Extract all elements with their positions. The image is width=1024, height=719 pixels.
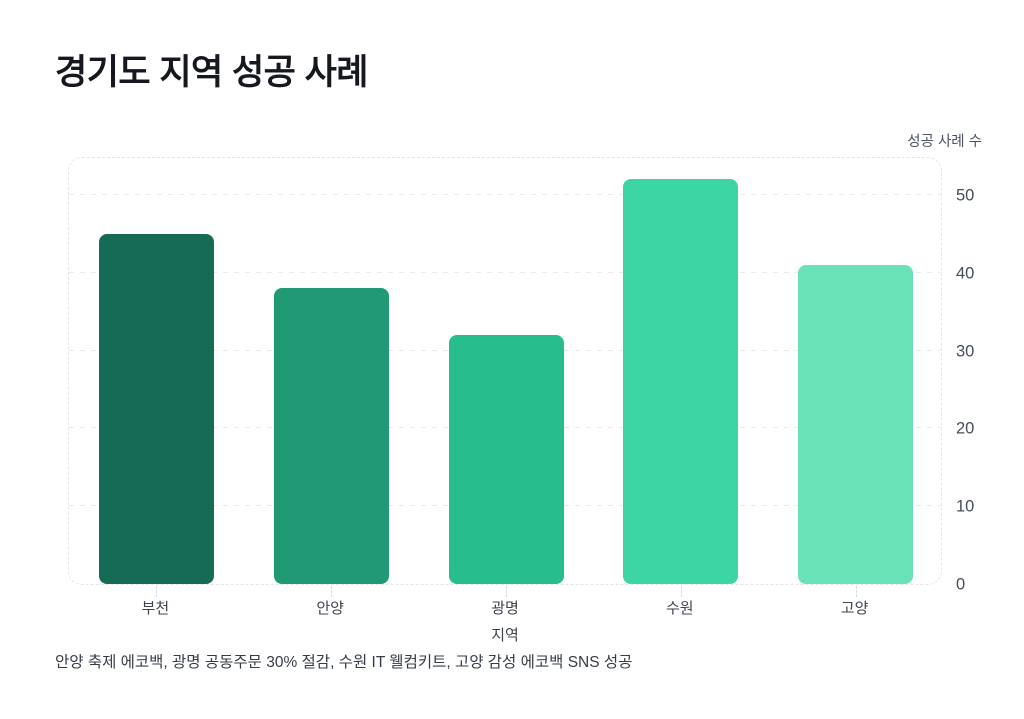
y-tick-label-50: 50 [956,186,975,205]
x-category-label-수원: 수원 [665,600,694,617]
x-axis-title: 지역 [491,627,519,644]
x-axis-tick-부천 [156,586,158,597]
x-axis-tick-안양 [331,586,333,597]
x-axis-tick-고양 [855,586,857,597]
y-tick-label-30: 30 [956,342,975,361]
bar-광명 [448,334,564,584]
y-tick-label-40: 40 [956,264,975,283]
gridline-y-40 [69,271,941,273]
chart-caption: 안양 축제 에코백, 광명 공동주문 30% 절감, 수원 IT 웰컴키트, 고… [55,654,633,671]
x-category-label-안양: 안양 [316,600,344,617]
bar-안양 [273,288,389,584]
x-category-label-부천: 부천 [141,600,170,617]
gridline-y-50 [69,193,941,195]
bar-고양 [798,264,914,584]
chart-title: 경기도 지역 성공 사례 [55,53,368,92]
x-category-label-광명: 광명 [491,600,519,617]
y-tick-label-0: 0 [956,575,966,594]
x-axis-tick-수원 [680,586,682,597]
plot-area [68,157,942,597]
bar-수원 [623,179,739,584]
x-axis-tick-광명 [506,586,507,597]
bar-부천 [98,233,214,584]
y-axis-title: 성공 사례 수 [907,134,982,150]
x-category-label-고양: 고양 [840,600,869,617]
y-tick-label-10: 10 [956,497,975,516]
y-tick-label-20: 20 [956,419,975,438]
